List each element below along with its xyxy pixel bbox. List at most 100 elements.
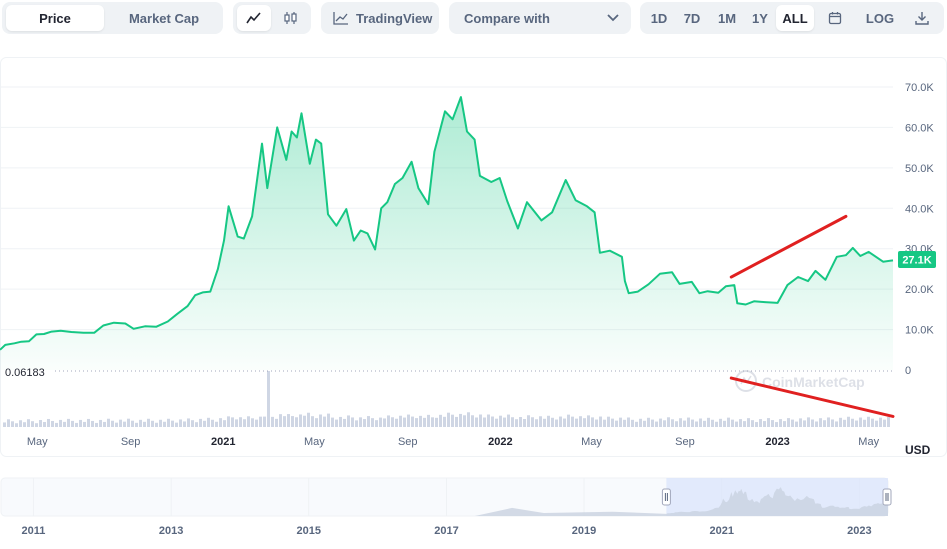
volume-bar bbox=[147, 418, 150, 427]
volume-bar bbox=[551, 417, 554, 427]
volume-bar bbox=[3, 422, 6, 427]
volume-bar bbox=[363, 419, 366, 427]
navigator-handle[interactable] bbox=[661, 488, 671, 506]
navigator-tick-label: 2017 bbox=[434, 525, 458, 537]
volume-bar bbox=[371, 418, 374, 427]
volume-bar bbox=[639, 418, 642, 427]
volume-bar bbox=[167, 418, 170, 427]
current-price-tag: 27.1K bbox=[898, 251, 936, 268]
volume-bar bbox=[239, 417, 242, 427]
volume-bar bbox=[251, 418, 254, 427]
volume-bar bbox=[131, 420, 134, 427]
low-price-label: 0.06183 bbox=[5, 367, 45, 379]
volume-bar bbox=[159, 419, 162, 427]
volume-bar bbox=[795, 421, 798, 427]
volume-bar bbox=[719, 418, 722, 427]
volume-bar bbox=[815, 421, 818, 427]
tab-price[interactable]: Price bbox=[6, 5, 104, 31]
volume-bar bbox=[763, 421, 766, 427]
x-tick-label: Sep bbox=[121, 436, 141, 448]
volume-bar bbox=[79, 419, 82, 427]
volume-bar bbox=[343, 418, 346, 427]
compare-with-select[interactable]: Compare with bbox=[449, 2, 631, 34]
line-chart-button[interactable] bbox=[237, 5, 271, 31]
volume-bar bbox=[495, 418, 498, 427]
volume-bar bbox=[179, 419, 182, 427]
price-chart[interactable]: 0.06183 CoinMarketCap 010.0K20.0K30.0K40… bbox=[0, 57, 947, 457]
volume-bar bbox=[287, 414, 290, 427]
volume-bar bbox=[127, 418, 130, 427]
volume-bar bbox=[575, 418, 578, 427]
volume-bar bbox=[195, 422, 198, 427]
y-tick-label: 70.0K bbox=[905, 82, 934, 94]
candlestick-button[interactable] bbox=[275, 5, 307, 31]
volume-bar bbox=[379, 417, 382, 427]
volume-bar bbox=[99, 419, 102, 427]
volume-bar bbox=[503, 417, 506, 427]
volume-bar bbox=[663, 420, 666, 427]
volume-bar bbox=[83, 421, 86, 427]
volume-bar bbox=[531, 417, 534, 427]
volume-bar bbox=[687, 417, 690, 427]
volume-bar bbox=[843, 419, 846, 427]
volume-bar bbox=[879, 417, 882, 427]
navigator-handle[interactable] bbox=[882, 488, 892, 506]
tradingview-button[interactable]: TradingView bbox=[321, 2, 439, 34]
volume-bar bbox=[455, 416, 458, 427]
volume-bar bbox=[595, 419, 598, 427]
navigator-tick-label: 2023 bbox=[847, 525, 871, 537]
download-button[interactable] bbox=[906, 5, 938, 31]
volume-bar bbox=[391, 417, 394, 427]
volume-bar bbox=[835, 421, 838, 427]
volume-bar bbox=[631, 419, 634, 427]
volume-bar bbox=[883, 419, 886, 427]
volume-bar bbox=[439, 414, 442, 427]
volume-bar bbox=[387, 415, 390, 427]
volume-bar bbox=[443, 416, 446, 427]
volume-bar bbox=[171, 420, 174, 427]
volume-bar bbox=[271, 416, 274, 427]
volume-bar bbox=[591, 417, 594, 427]
range-1d[interactable]: 1D bbox=[650, 10, 668, 26]
volume-bar bbox=[267, 371, 270, 427]
volume-bar bbox=[467, 412, 470, 427]
navigator-tick-label: 2015 bbox=[296, 525, 320, 537]
volume-bar bbox=[627, 417, 630, 427]
volume-bar bbox=[779, 419, 782, 427]
volume-bar bbox=[619, 417, 622, 427]
tab-market-cap[interactable]: Market Cap bbox=[128, 10, 200, 26]
volume-bar bbox=[383, 418, 386, 427]
navigator-tick-label: 2021 bbox=[710, 525, 734, 537]
volume-bar bbox=[191, 420, 194, 427]
volume-bar bbox=[355, 420, 358, 427]
range-1m[interactable]: 1M bbox=[717, 10, 737, 26]
volume-bar bbox=[359, 417, 362, 427]
annotation-line bbox=[729, 214, 848, 279]
volume-bar bbox=[783, 421, 786, 427]
volume-bar bbox=[319, 414, 322, 427]
volume-bar bbox=[735, 421, 738, 427]
volume-bar bbox=[847, 416, 850, 427]
x-tick-label: May bbox=[581, 436, 602, 448]
volume-bar bbox=[187, 418, 190, 427]
volume-bar bbox=[659, 418, 662, 427]
volume-bar bbox=[91, 420, 94, 427]
date-range-button[interactable] bbox=[820, 5, 850, 31]
range-navigator[interactable]: 2011 2013 2015 2017 2019 2021 2023 bbox=[0, 470, 947, 549]
volume-bar bbox=[47, 418, 50, 427]
volume-bar bbox=[579, 416, 582, 427]
volume-bar bbox=[651, 419, 654, 427]
x-tick-label: May bbox=[304, 436, 325, 448]
log-scale-toggle[interactable]: LOG bbox=[865, 10, 895, 26]
volume-bar bbox=[243, 419, 246, 427]
range-1y[interactable]: 1Y bbox=[752, 10, 768, 26]
volume-bar bbox=[59, 419, 62, 427]
range-7d[interactable]: 7D bbox=[683, 10, 701, 26]
volume-bar bbox=[471, 415, 474, 427]
range-all[interactable]: ALL bbox=[776, 5, 814, 31]
volume-bar bbox=[623, 419, 626, 427]
volume-bar bbox=[259, 416, 262, 427]
volume-bar bbox=[7, 419, 10, 427]
volume-bar bbox=[679, 418, 682, 427]
volume-bar bbox=[87, 418, 90, 427]
